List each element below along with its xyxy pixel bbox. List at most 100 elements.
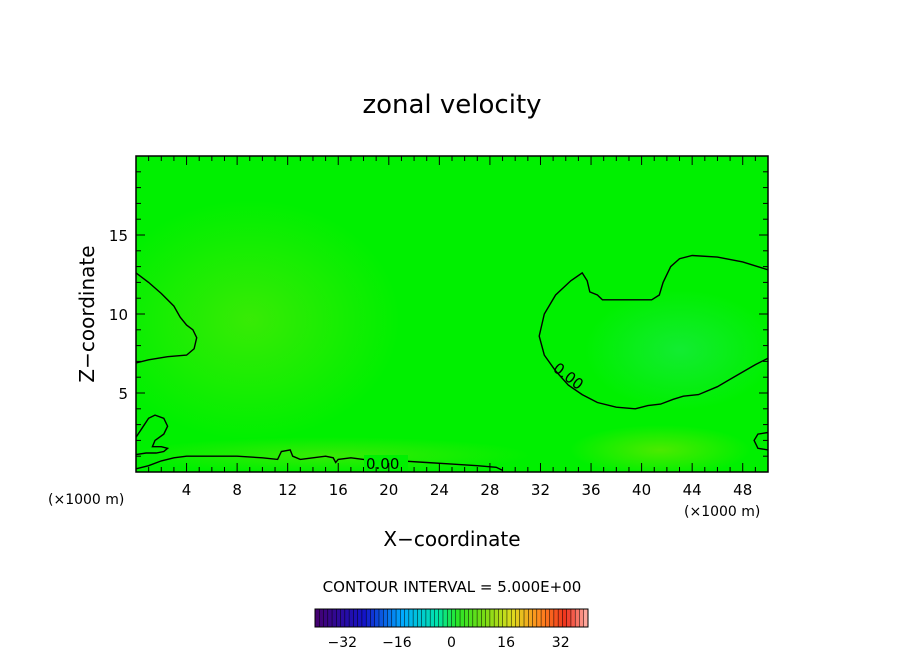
colorbar-swatch [545, 609, 550, 627]
colorbar-swatch [506, 609, 512, 627]
colorbar-tick-label: 32 [552, 635, 570, 651]
y-tick-label: 15 [109, 227, 128, 245]
colorbar-swatch [566, 609, 572, 627]
heatmap-blob-left [136, 200, 400, 440]
x-tick-label: 8 [232, 481, 242, 499]
colorbar-swatch [524, 609, 529, 627]
colorbar-tick-label: −16 [382, 635, 412, 651]
x-axis-label: X−coordinate [383, 527, 520, 551]
contour-left-upper [136, 272, 198, 364]
colorbar-swatch [468, 609, 474, 627]
colorbar-swatch [378, 609, 384, 627]
x-tick-label: 32 [531, 481, 550, 499]
x-tick-label: 40 [632, 481, 651, 499]
colorbar-swatch [519, 609, 525, 627]
colorbar-swatch [383, 609, 388, 627]
colorbar-swatch [502, 609, 508, 627]
contour-label-bottom: 0.00 [366, 455, 399, 473]
colorbar-swatch [319, 609, 324, 627]
colorbar-swatch [549, 609, 555, 627]
colorbar-swatch [472, 609, 478, 627]
colorbar-swatch [494, 609, 499, 627]
colorbar-swatch [413, 609, 418, 627]
colorbar-swatch [404, 609, 410, 627]
x-axis-ticks: 4 8 12 16 20 24 28 32 36 40 44 48 [135, 156, 769, 499]
contour-interval-text: CONTOUR INTERVAL = 5.000E+00 [323, 578, 582, 596]
colorbar-swatch [575, 609, 580, 627]
colorbar-swatch [485, 609, 491, 627]
colorbar-swatch [374, 609, 380, 627]
colorbar-swatch [455, 609, 461, 627]
y-axis-label: Z−coordinate [75, 245, 99, 382]
colorbar-swatch [481, 609, 486, 627]
contour-right-bottom-corner [753, 431, 768, 451]
x-tick-label: 36 [581, 481, 600, 499]
colorbar-swatch [532, 609, 538, 627]
contour-right [538, 254, 768, 410]
colorbar-swatch [391, 609, 397, 627]
y-tick-label: 10 [109, 306, 128, 324]
colorbar-swatch [349, 609, 354, 627]
x-tick-label: 16 [329, 481, 348, 499]
contour-bottom [136, 449, 503, 472]
y-axis-ticks: 5 10 15 [109, 155, 768, 473]
colorbar-swatch [515, 609, 521, 627]
colorbar-swatch [562, 609, 567, 627]
colorbar-swatch [344, 609, 350, 627]
colorbar-swatch [332, 609, 337, 627]
colorbar-swatch [366, 609, 371, 627]
colorbar-tick-label: 16 [497, 635, 515, 651]
colorbar-swatch [464, 609, 469, 627]
colorbar-frame [314, 608, 589, 628]
x-unit-right: (×1000 m) [684, 504, 760, 520]
x-tick-label: 48 [733, 481, 752, 499]
heatmap-blob-bottom-right [570, 425, 750, 472]
heatmap-blob-right [585, 290, 768, 410]
colorbar-swatch [315, 609, 320, 627]
colorbar-swatch [489, 609, 495, 627]
colorbar-swatch [536, 609, 542, 627]
colorbar-swatch [477, 609, 482, 627]
colorbar-swatch [434, 609, 440, 627]
colorbar-swatch [387, 609, 393, 627]
colorbar-swatch [558, 609, 563, 627]
colorbar-swatch [583, 609, 589, 627]
x-tick-label: 44 [683, 481, 702, 499]
colorbar [314, 608, 589, 628]
colorbar-ticks: −32 −16 0 16 32 [328, 635, 570, 651]
contour-lines [136, 254, 768, 472]
colorbar-swatch [323, 609, 329, 627]
colorbar-swatch [357, 609, 363, 627]
colorbar-tick-label: 0 [447, 635, 456, 651]
colorbar-tick-label: −32 [328, 635, 358, 651]
x-unit-left: (×1000 m) [48, 492, 124, 508]
colorbar-swatch [451, 609, 457, 627]
colorbar-swatch [370, 609, 376, 627]
colorbar-swatch [570, 609, 576, 627]
plot-area [136, 156, 768, 472]
colorbar-swatch [340, 609, 346, 627]
colorbar-swatch [498, 609, 503, 627]
colorbar-swatch [353, 609, 358, 627]
colorbar-swatch [336, 609, 341, 627]
y-tick-label: 5 [118, 385, 128, 403]
colorbar-swatch [553, 609, 559, 627]
x-tick-label: 24 [430, 481, 449, 499]
x-tick-label: 20 [379, 481, 398, 499]
colorbar-swatch [528, 609, 533, 627]
colorbar-swatch [430, 609, 435, 627]
colorbar-swatch [438, 609, 444, 627]
heatmap-blob-bottom [136, 437, 530, 472]
colorbar-swatch [460, 609, 465, 627]
x-tick-label: 12 [278, 481, 297, 499]
colorbar-swatch [421, 609, 427, 627]
x-tick-label: 4 [182, 481, 192, 499]
colorbar-swatch [396, 609, 401, 627]
contour-label-bg-bottom [364, 455, 408, 471]
x-tick-label: 28 [480, 481, 499, 499]
colorbar-swatch [442, 609, 448, 627]
colorbar-swatch [361, 609, 367, 627]
colorbar-swatch [400, 609, 405, 627]
colorbar-swatch [541, 609, 546, 627]
